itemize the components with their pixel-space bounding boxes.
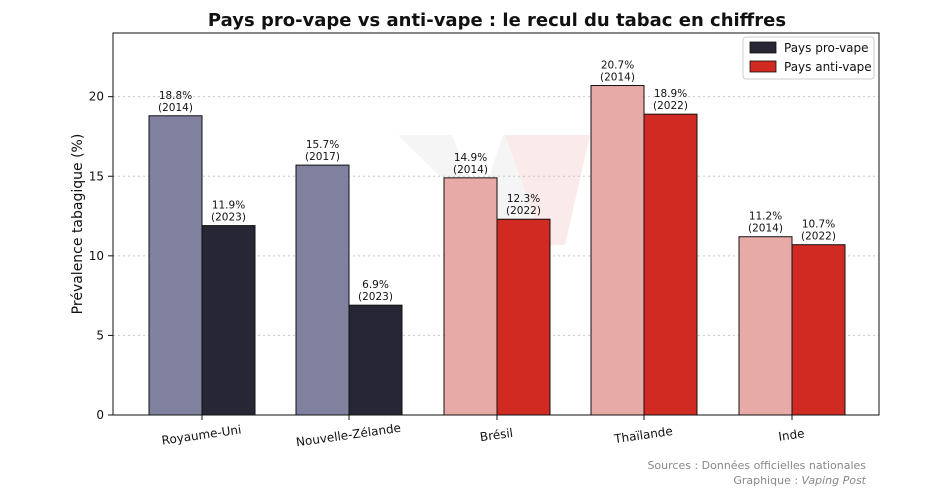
- chart-title: Pays pro-vape vs anti-vape : le recul du…: [208, 10, 786, 31]
- graphic-credit-name: Vaping Post: [802, 474, 867, 487]
- graphic-credit-prefix: Graphique :: [733, 474, 801, 487]
- graphic-credit: Graphique : Vaping Post: [733, 474, 866, 487]
- bar-year-label: (2014): [748, 223, 783, 235]
- x-tick-label: Brésil: [479, 426, 514, 444]
- bar-value-label: 20.7%: [601, 60, 634, 72]
- x-tick-label: Nouvelle-Zélande: [295, 421, 402, 450]
- bar-value-label: 6.9%: [362, 279, 389, 291]
- x-tick-label: Inde: [778, 426, 806, 444]
- bar-anti-vape-after: [496, 218, 551, 416]
- bar-pro-vape-before: [295, 164, 350, 416]
- sources-note: Sources : Données officielles nationales: [647, 459, 866, 472]
- x-tick-label: Royaume-Uni: [161, 423, 242, 448]
- bar-anti-vape-before: [590, 85, 645, 416]
- legend-label-anti-vape: Pays anti-vape: [784, 60, 872, 74]
- bar-value-label: 10.7%: [802, 219, 835, 231]
- legend-swatch-anti-vape: [749, 60, 777, 73]
- bar-value-label: 14.9%: [454, 152, 487, 164]
- bar-pro-vape-after: [348, 304, 403, 416]
- plot-frame: [112, 32, 880, 416]
- bar-value-label: 11.9%: [212, 200, 245, 212]
- bar-pro-vape-after: [201, 225, 256, 416]
- bar-year-label: (2014): [600, 72, 635, 84]
- bar-value-label: 18.8%: [159, 90, 192, 102]
- bar-year-label: (2017): [305, 151, 340, 163]
- legend: Pays pro-vape Pays anti-vape: [742, 36, 875, 80]
- y-axis: 0 5 10 15 20: [89, 90, 113, 422]
- y-tick-label: 5: [96, 328, 104, 342]
- bar-value-label: 11.2%: [749, 211, 782, 223]
- y-axis-label: Prévalence tabagique (%): [70, 134, 86, 315]
- bar-anti-vape-before: [738, 236, 793, 416]
- y-tick-label: 15: [89, 169, 104, 183]
- y-tick-label: 10: [89, 249, 104, 263]
- bar-year-label: (2014): [158, 102, 193, 114]
- bar-year-label: (2022): [653, 100, 688, 112]
- watermark-shape-right: [505, 135, 590, 245]
- bar-value-label: 18.9%: [654, 88, 687, 100]
- bars: [148, 85, 846, 416]
- bar-value-label: 12.3%: [507, 193, 540, 205]
- bar-anti-vape-after: [791, 244, 846, 416]
- bar-year-label: (2022): [506, 205, 541, 217]
- x-tick-label: Thaïlande: [612, 424, 673, 446]
- x-axis: Royaume-Uni Nouvelle-Zélande Brésil Thaïlan…: [161, 415, 806, 450]
- bar-year-label: (2023): [358, 291, 393, 303]
- legend-swatch-pro-vape: [749, 41, 777, 54]
- bar-labels: 18.8%(2014)11.9%(2023)15.7%(2017)6.9%(20…: [158, 60, 836, 304]
- bar-year-label: (2014): [453, 164, 488, 176]
- bar-pro-vape-before: [148, 115, 203, 416]
- legend-label-pro-vape: Pays pro-vape: [784, 41, 869, 55]
- bar-year-label: (2023): [211, 212, 246, 224]
- y-tick-label: 0: [96, 408, 104, 422]
- bar-anti-vape-before: [443, 177, 498, 416]
- bar-year-label: (2022): [801, 231, 836, 243]
- bar-anti-vape-after: [643, 113, 698, 416]
- y-tick-label: 20: [89, 90, 104, 104]
- bar-value-label: 15.7%: [306, 139, 339, 151]
